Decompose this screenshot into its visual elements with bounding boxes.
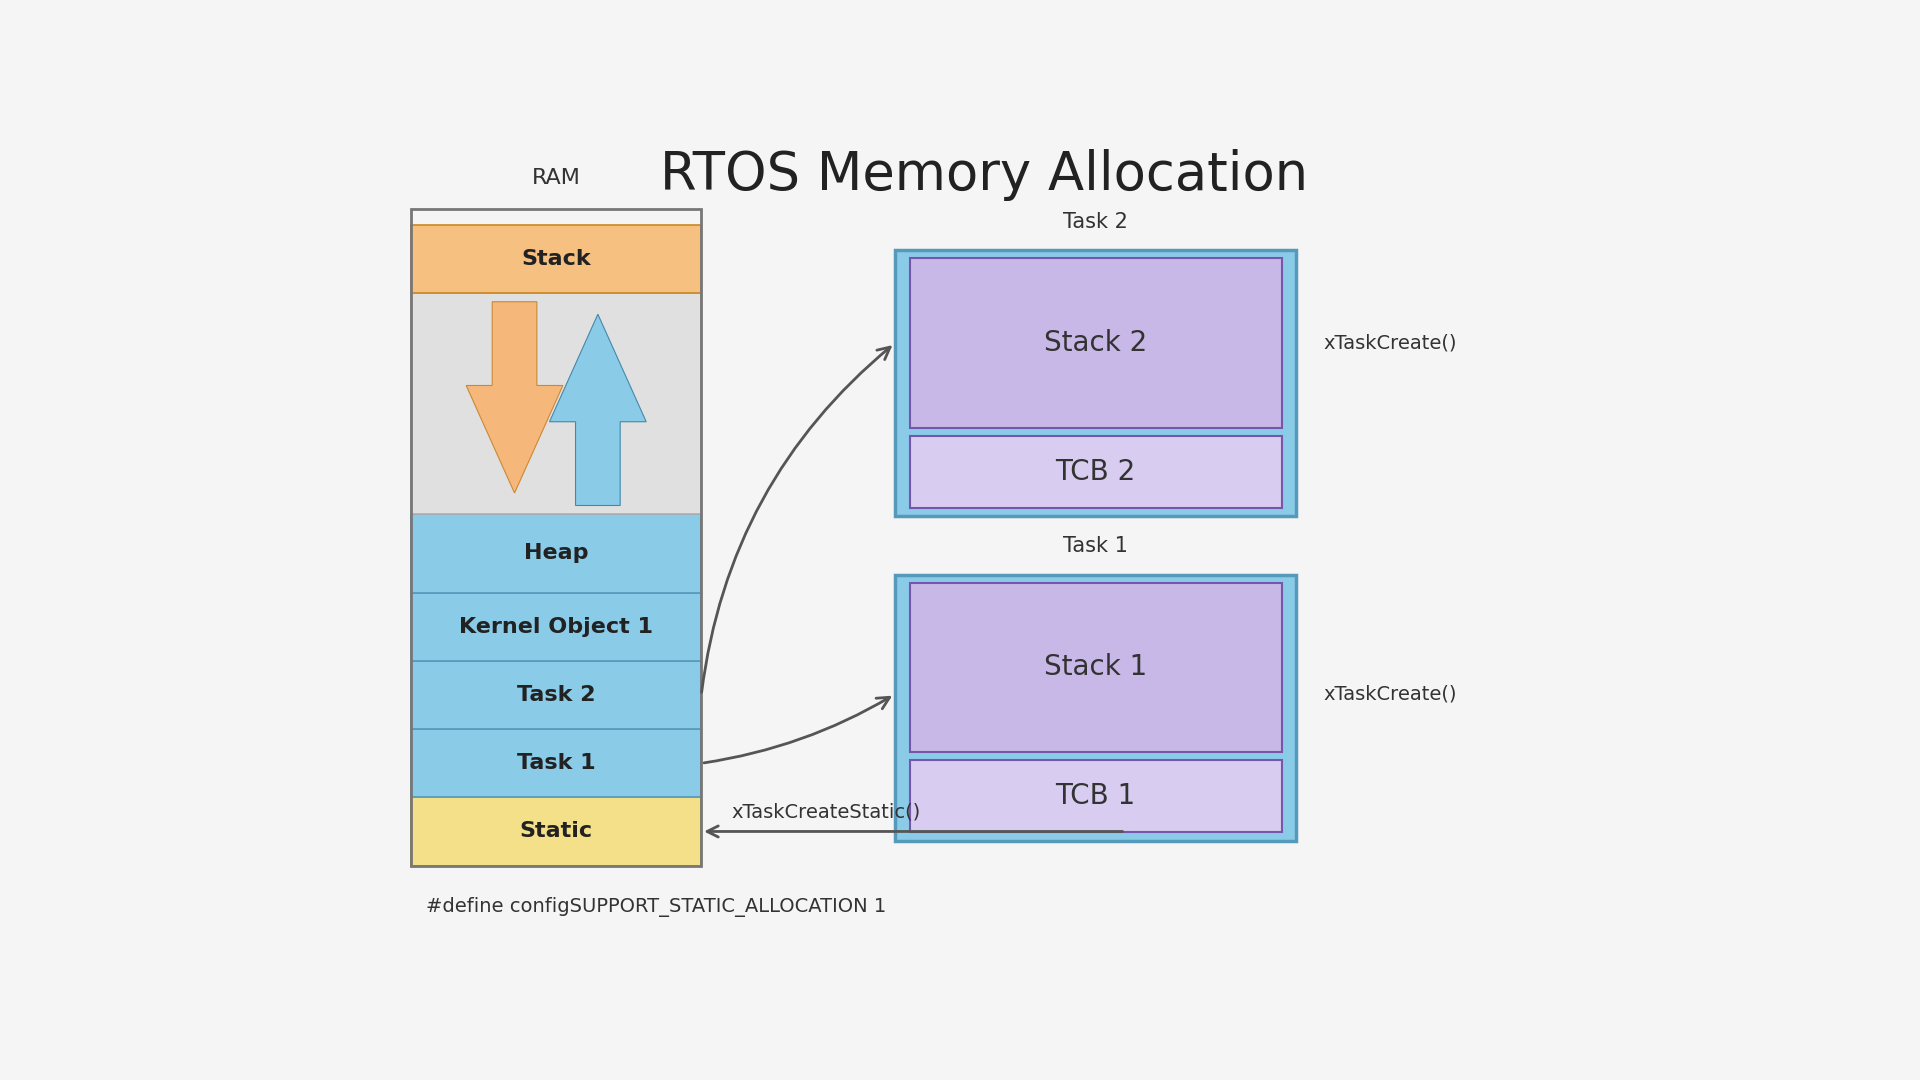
Bar <box>411 661 701 729</box>
Bar <box>411 208 701 865</box>
Text: Stack: Stack <box>522 249 591 269</box>
Bar <box>910 436 1283 508</box>
Text: Task 2: Task 2 <box>516 685 595 705</box>
Text: TCB 2: TCB 2 <box>1056 458 1137 486</box>
Text: Task 2: Task 2 <box>1064 212 1129 232</box>
Text: xTaskCreate(): xTaskCreate() <box>1323 685 1457 704</box>
Text: Stack 1: Stack 1 <box>1044 653 1148 681</box>
Bar <box>910 760 1283 833</box>
Bar <box>411 294 701 514</box>
Bar <box>910 583 1283 752</box>
Bar <box>895 575 1296 840</box>
Polygon shape <box>467 301 563 492</box>
Text: Task 1: Task 1 <box>516 753 595 773</box>
Text: Task 1: Task 1 <box>1064 536 1129 556</box>
Text: Kernel Object 1: Kernel Object 1 <box>459 617 653 637</box>
Text: RAM: RAM <box>532 167 580 188</box>
Bar <box>411 226 701 294</box>
Text: Heap: Heap <box>524 543 588 564</box>
Bar <box>411 593 701 661</box>
Text: RTOS Memory Allocation: RTOS Memory Allocation <box>660 149 1308 201</box>
Bar <box>910 258 1283 428</box>
Bar <box>411 797 701 865</box>
Bar <box>411 514 701 593</box>
Text: xTaskCreateStatic(): xTaskCreateStatic() <box>732 802 920 822</box>
Text: #define configSUPPORT_STATIC_ALLOCATION 1: #define configSUPPORT_STATIC_ALLOCATION … <box>426 897 887 917</box>
Text: TCB 1: TCB 1 <box>1056 782 1137 810</box>
Text: Static: Static <box>520 822 593 841</box>
Text: xTaskCreate(): xTaskCreate() <box>1323 334 1457 353</box>
Bar <box>411 729 701 797</box>
Bar <box>895 251 1296 516</box>
Polygon shape <box>549 314 647 505</box>
Text: Stack 2: Stack 2 <box>1044 329 1148 357</box>
